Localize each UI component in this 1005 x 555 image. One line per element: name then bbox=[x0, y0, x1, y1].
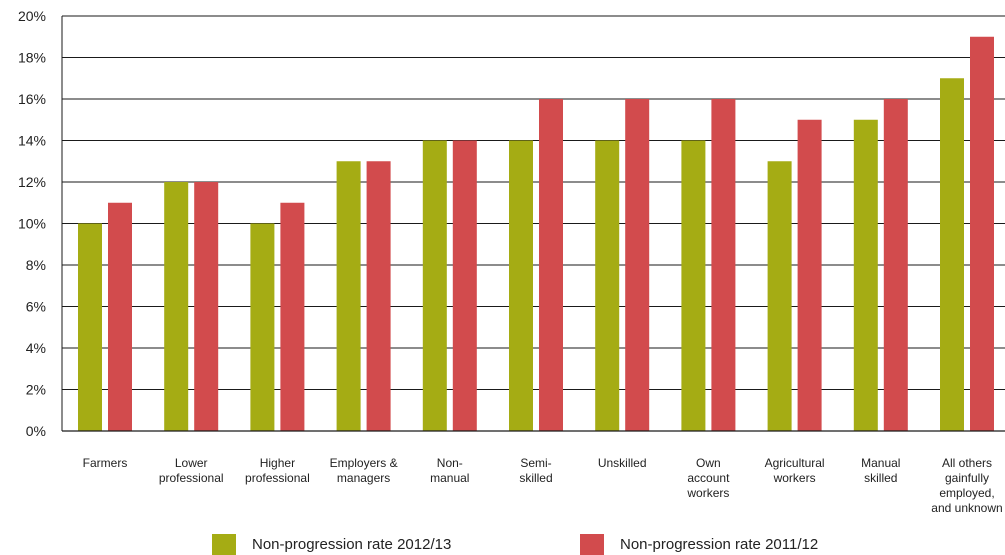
bar bbox=[250, 223, 275, 431]
x-category-label: managers bbox=[337, 471, 390, 485]
y-tick-label: 10% bbox=[18, 216, 46, 232]
bar bbox=[970, 36, 994, 431]
x-category-label: workers bbox=[773, 471, 816, 485]
bar bbox=[422, 140, 447, 431]
x-category-label: Agricultural bbox=[765, 456, 825, 470]
x-category-label: All others bbox=[942, 456, 992, 470]
bar bbox=[853, 119, 878, 431]
legend: Non-progression rate 2012/13 Non-progres… bbox=[0, 534, 1005, 555]
y-tick-label: 14% bbox=[18, 133, 46, 149]
bar bbox=[711, 99, 736, 431]
x-axis-category-labels: Farmers LowerprofessionalHigherprofession… bbox=[83, 456, 1003, 515]
bar bbox=[625, 99, 650, 431]
bar bbox=[194, 182, 219, 431]
bar bbox=[108, 202, 132, 431]
gridlines bbox=[62, 15, 1005, 390]
legend-swatch-2012-13 bbox=[212, 534, 236, 555]
bar bbox=[336, 161, 361, 431]
x-category-label: employed, bbox=[939, 486, 994, 500]
y-tick-label: 0% bbox=[26, 423, 46, 439]
x-category-label: skilled bbox=[519, 471, 552, 485]
x-category-label: Manual bbox=[861, 456, 900, 470]
legend-label-2011-12: Non-progression rate 2011/12 bbox=[620, 536, 819, 553]
y-tick-label: 18% bbox=[18, 50, 46, 66]
bar bbox=[681, 140, 706, 431]
bar bbox=[595, 140, 620, 431]
x-category-label: account bbox=[687, 471, 730, 485]
y-tick-label: 16% bbox=[18, 91, 46, 107]
legend-item-2011-12: Non-progression rate 2011/12 bbox=[580, 534, 818, 555]
bar bbox=[940, 78, 964, 431]
x-category-label: Non- bbox=[437, 456, 463, 470]
x-category-label: Higher bbox=[260, 456, 295, 470]
bar bbox=[797, 119, 822, 431]
x-category-label: skilled bbox=[864, 471, 897, 485]
x-category-label: and unknown bbox=[931, 501, 1002, 515]
y-tick-label: 20% bbox=[18, 8, 46, 24]
x-category-label: Own bbox=[696, 456, 721, 470]
y-axis-tick-labels: 0% 2% 4% 6% 8% 10% 12% 14% 16% 18% 20% bbox=[18, 8, 46, 439]
x-category-label: manual bbox=[430, 471, 469, 485]
bars bbox=[78, 36, 994, 431]
axes bbox=[61, 16, 1005, 432]
legend-label-2012-13: Non-progression rate 2012/13 bbox=[252, 536, 452, 553]
x-category-label: Employers & bbox=[330, 456, 398, 470]
bar-chart: 0% 2% 4% 6% 8% 10% 12% 14% 16% 18% 20% Farmers Lowe… bbox=[18, 8, 1005, 515]
legend-swatch-2011-12 bbox=[580, 534, 604, 555]
bar bbox=[509, 140, 533, 431]
bar bbox=[280, 202, 305, 431]
legend-item-2012-13: Non-progression rate 2012/13 bbox=[212, 534, 451, 555]
bar bbox=[452, 140, 477, 431]
bar bbox=[539, 99, 563, 431]
y-tick-label: 6% bbox=[26, 299, 46, 315]
x-category-label: professional bbox=[245, 471, 310, 485]
x-category-label: Lower bbox=[175, 456, 208, 470]
bar bbox=[164, 182, 189, 431]
x-category-label: Unskilled bbox=[598, 456, 647, 470]
bar bbox=[366, 161, 391, 431]
y-tick-label: 8% bbox=[26, 257, 46, 273]
x-category-label: Farmers bbox=[83, 456, 128, 470]
x-category-label: Semi- bbox=[520, 456, 551, 470]
bar bbox=[767, 161, 792, 431]
y-tick-label: 12% bbox=[18, 174, 46, 190]
bar bbox=[78, 223, 102, 431]
x-category-label: gainfully bbox=[945, 471, 989, 485]
y-tick-label: 2% bbox=[26, 382, 46, 398]
x-category-label: professional bbox=[159, 471, 224, 485]
bar bbox=[883, 99, 908, 431]
y-tick-label: 4% bbox=[26, 340, 46, 356]
x-category-label: workers bbox=[686, 486, 729, 500]
